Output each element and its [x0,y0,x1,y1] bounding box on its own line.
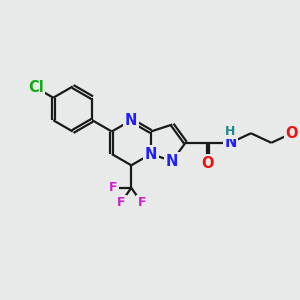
Text: O: O [286,126,298,141]
Text: F: F [117,196,125,209]
Text: N: N [145,146,157,161]
Text: N: N [125,113,137,128]
Text: H: H [225,125,236,138]
Text: N: N [224,135,237,150]
Text: Cl: Cl [28,80,44,95]
Text: O: O [202,156,214,171]
Text: N: N [166,154,178,169]
Text: F: F [137,196,146,209]
Text: F: F [109,181,118,194]
